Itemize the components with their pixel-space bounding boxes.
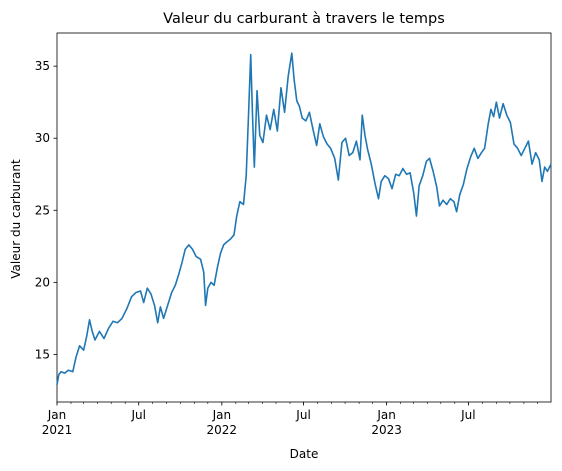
y-tick-label: 30 [35, 131, 50, 145]
y-tick-label: 25 [35, 203, 50, 217]
y-tick-label: 20 [35, 275, 50, 289]
x-tick-label: Jan [376, 408, 396, 422]
y-tick-label: 35 [35, 59, 50, 73]
x-tick-label: Jul [295, 408, 310, 422]
y-tick-label: 15 [35, 347, 50, 361]
y-axis: 15 20 25 30 35 [35, 59, 57, 361]
x-tick-year-label: 2023 [371, 423, 402, 437]
x-tick-label: Jul [130, 408, 145, 422]
x-tick-label: Jan [47, 408, 67, 422]
series-line-valeur-du-carburant [56, 52, 552, 385]
x-tick-year-label: 2021 [42, 423, 73, 437]
y-axis-label: Valeur du carburant [9, 159, 23, 279]
x-tick-label: Jan [212, 408, 232, 422]
x-tick-year-label: 2022 [207, 423, 238, 437]
x-tick-label: Jul [460, 408, 475, 422]
plot-frame [56, 32, 552, 403]
x-axis-label: Date [290, 447, 319, 461]
chart-title: Valeur du carburant à travers le temps [163, 11, 445, 27]
